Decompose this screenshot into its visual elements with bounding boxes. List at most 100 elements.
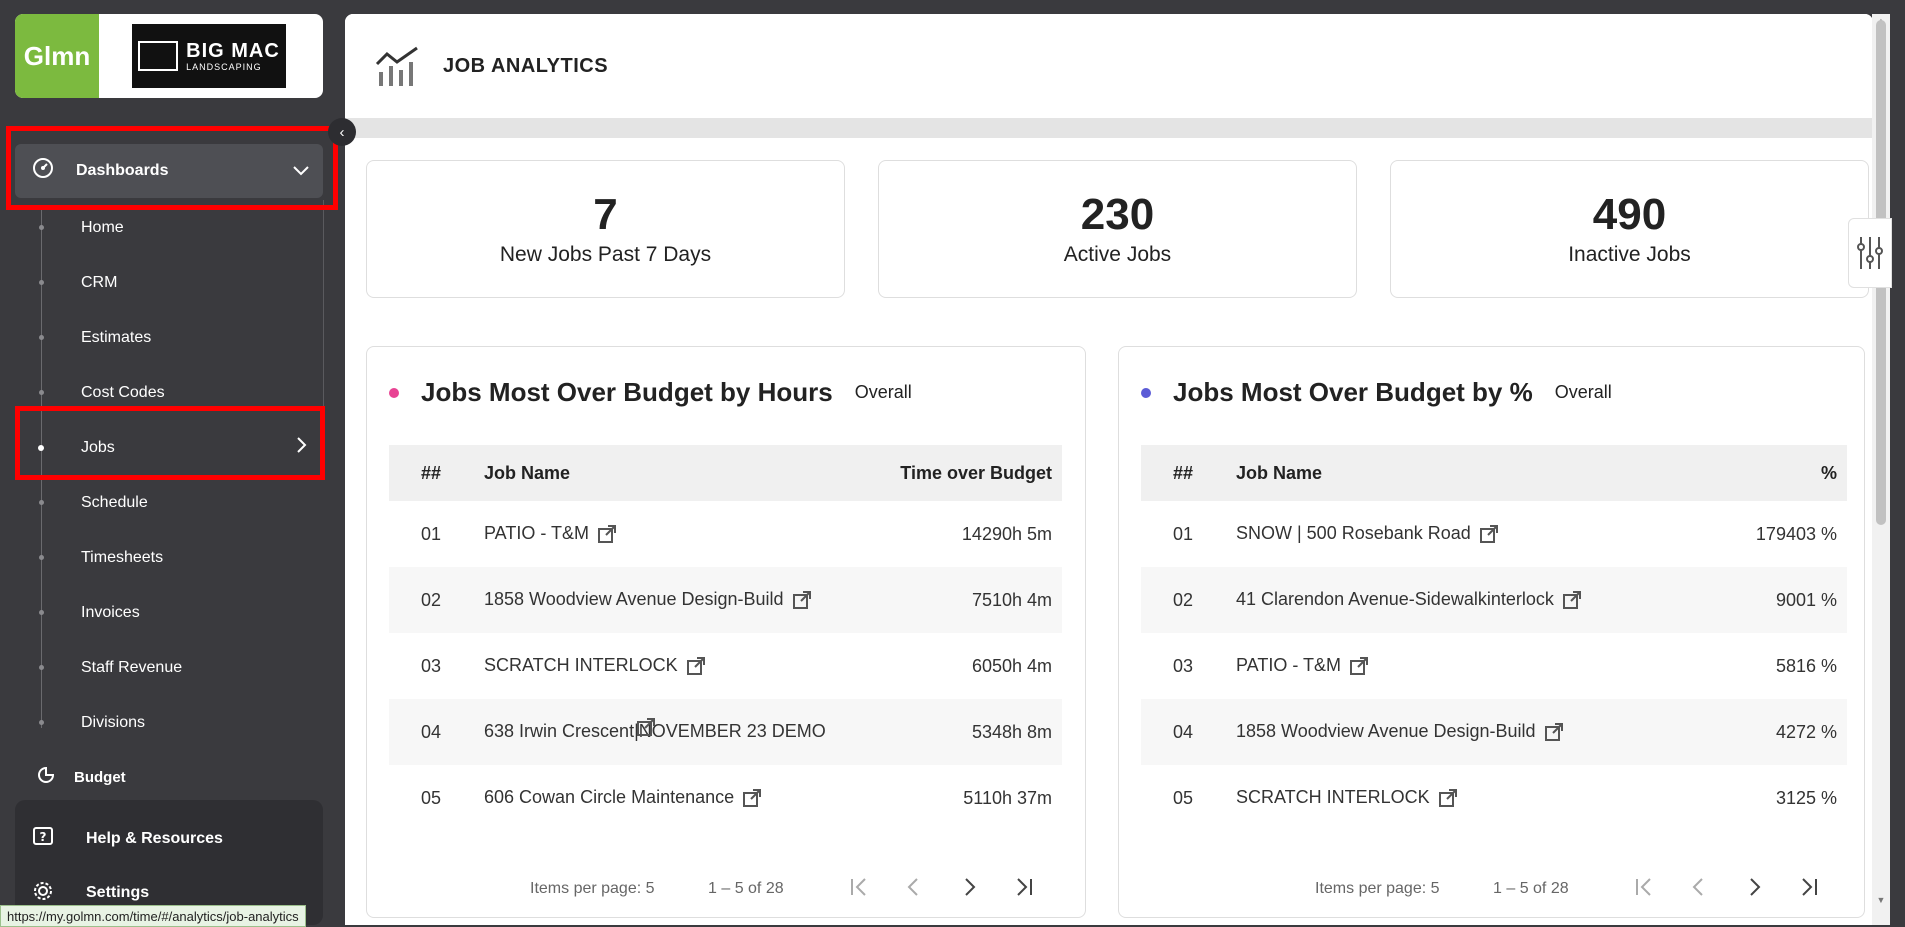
time-over-budget: 6050h 4m <box>971 655 1052 676</box>
nav-dashboards[interactable]: Dashboards <box>15 144 323 198</box>
help-resources-link[interactable]: ? Help & Resources <box>30 819 320 859</box>
settings-link[interactable]: Settings <box>30 873 320 913</box>
company-logo-mark <box>138 41 179 71</box>
chevron-left-icon: ‹ <box>339 123 345 141</box>
job-name: 638 Irwin Crescent|NOVEMBER 23 DEMO <box>484 721 826 742</box>
job-name: SNOW | 500 Rosebank Road <box>1236 523 1471 544</box>
nav-dashboards-label: Dashboards <box>76 162 169 179</box>
external-link-icon[interactable] <box>686 656 706 676</box>
stat-value: 490 <box>1592 189 1667 239</box>
hours-over-budget-card: Jobs Most Over Budget by Hours Overall #… <box>366 346 1086 918</box>
card-title: Jobs Most Over Budget by % <box>1173 377 1533 407</box>
external-link-icon[interactable] <box>1544 722 1564 742</box>
help-resources-label: Help & Resources <box>86 830 223 847</box>
job-name: SCRATCH INTERLOCK <box>1236 787 1430 808</box>
glmn-logo[interactable]: Glmn <box>15 14 99 98</box>
sidebar-item-label: Divisions <box>81 713 146 731</box>
row-number: 05 <box>1173 787 1194 808</box>
bullet-icon <box>38 444 44 451</box>
next-page-button[interactable] <box>1742 875 1766 906</box>
chevron-right-icon <box>1750 878 1761 896</box>
last-page-button[interactable] <box>1797 875 1821 906</box>
column-header-num[interactable]: ## <box>1173 462 1194 483</box>
period-badge[interactable]: Overall <box>854 382 912 402</box>
series-dot-icon <box>1141 387 1151 398</box>
sidebar-item-home[interactable]: Home <box>15 200 325 255</box>
external-link-icon[interactable] <box>1438 788 1458 808</box>
sidebar-item-label: Jobs <box>81 438 115 456</box>
sidebar-item-jobs[interactable]: Jobs <box>15 420 325 475</box>
first-page-button[interactable] <box>1632 875 1656 906</box>
external-link-icon[interactable] <box>597 524 617 544</box>
column-header-time-over-budget[interactable]: Time over Budget <box>900 462 1052 483</box>
collapse-sidebar-button[interactable]: ‹ <box>328 118 356 146</box>
external-link-icon[interactable] <box>1562 590 1582 610</box>
submenu-guide-line <box>41 208 42 728</box>
job-name: SCRATCH INTERLOCK <box>484 655 678 676</box>
card-title: Jobs Most Over Budget by Hours <box>421 377 833 407</box>
sidebar-item-invoices[interactable]: Invoices <box>15 585 325 640</box>
page-header: JOB ANALYTICS <box>345 14 1873 118</box>
percent-over-budget: 4272 % <box>1775 721 1837 742</box>
sidebar-item-timesheets[interactable]: Timesheets <box>15 530 325 585</box>
sidebar-item-label: Estimates <box>81 328 152 346</box>
items-per-page[interactable]: Items per page: 5 <box>530 880 655 897</box>
last-page-icon <box>1802 878 1817 896</box>
job-name: 41 Clarendon Avenue-Sidewalkinterlock <box>1236 589 1554 610</box>
first-page-button[interactable] <box>847 875 871 906</box>
percent-table: ## Job Name % 01 SNOW | 500 Rosebank Roa… <box>1141 445 1847 831</box>
previous-page-button[interactable] <box>1687 875 1711 906</box>
column-header-percent[interactable]: % <box>1820 462 1837 483</box>
stat-label: Active Jobs <box>1063 243 1172 267</box>
table-row: 03 SCRATCH INTERLOCK 6050h 4m <box>389 633 1062 699</box>
external-link-icon[interactable] <box>792 590 812 610</box>
help-icon: ? <box>30 826 56 853</box>
table-row: 03 PATIO - T&M 5816 % <box>1141 633 1847 699</box>
settings-label: Settings <box>86 884 150 901</box>
table-header: ## Job Name Time over Budget <box>389 445 1062 501</box>
row-number: 04 <box>421 721 442 742</box>
row-number: 04 <box>1173 721 1194 742</box>
sidebar-item-crm[interactable]: CRM <box>15 255 325 310</box>
percent-over-budget: 9001 % <box>1775 589 1837 610</box>
sidebar-item-estimates[interactable]: Estimates <box>15 310 325 365</box>
table-row: 01 SNOW | 500 Rosebank Road 179403 % <box>1141 501 1847 567</box>
bullet-icon <box>39 610 44 615</box>
first-page-icon <box>851 878 866 896</box>
row-number: 01 <box>1173 523 1194 544</box>
table-row: 04 638 Irwin Crescent|NOVEMBER 23 DEMO 5… <box>389 699 1062 765</box>
external-link-icon[interactable] <box>1349 656 1369 676</box>
filter-settings-button[interactable] <box>1848 218 1892 288</box>
chevron-left-icon <box>907 878 918 896</box>
job-name: PATIO - T&M <box>484 523 590 544</box>
column-header-job-name[interactable]: Job Name <box>484 462 571 483</box>
external-link-icon[interactable] <box>1479 524 1499 544</box>
stat-value: 7 <box>593 189 618 239</box>
percent-over-budget: 3125 % <box>1775 787 1837 808</box>
sidebar-item-schedule[interactable]: Schedule <box>15 475 325 530</box>
column-header-num[interactable]: ## <box>421 462 442 483</box>
sidebar-footer: ? Help & Resources Settings <box>15 800 323 925</box>
sidebar-item-divisions[interactable]: Divisions <box>15 695 325 750</box>
period-badge[interactable]: Overall <box>1554 382 1612 402</box>
percent-over-budget-card: Jobs Most Over Budget by % Overall ## Jo… <box>1118 346 1865 918</box>
previous-page-button[interactable] <box>902 875 926 906</box>
sidebar: Glmn BIG MAC LANDSCAPING ‹ Dashboards Ho… <box>0 0 356 925</box>
header-divider <box>345 118 1873 138</box>
column-header-job-name[interactable]: Job Name <box>1236 462 1323 483</box>
sidebar-item-label: Home <box>81 218 124 236</box>
series-dot-icon <box>389 387 399 398</box>
sidebar-item-staff-revenue[interactable]: Staff Revenue <box>15 640 325 695</box>
status-bar-url: https://my.golmn.com/time/#/analytics/jo… <box>0 905 306 927</box>
next-page-button[interactable] <box>957 875 981 906</box>
last-page-button[interactable] <box>1012 875 1036 906</box>
sidebar-item-cost-codes[interactable]: Cost Codes <box>15 365 325 420</box>
external-link-icon[interactable] <box>636 717 656 737</box>
external-link-icon[interactable] <box>742 788 762 808</box>
nav-budget[interactable]: Budget <box>38 766 126 787</box>
chevron-right-icon <box>965 878 976 896</box>
scroll-down-icon[interactable]: ▼ <box>1876 895 1886 905</box>
logo-area: Glmn BIG MAC LANDSCAPING <box>15 14 323 98</box>
percent-over-budget: 5816 % <box>1775 655 1837 676</box>
items-per-page[interactable]: Items per page: 5 <box>1315 880 1440 897</box>
